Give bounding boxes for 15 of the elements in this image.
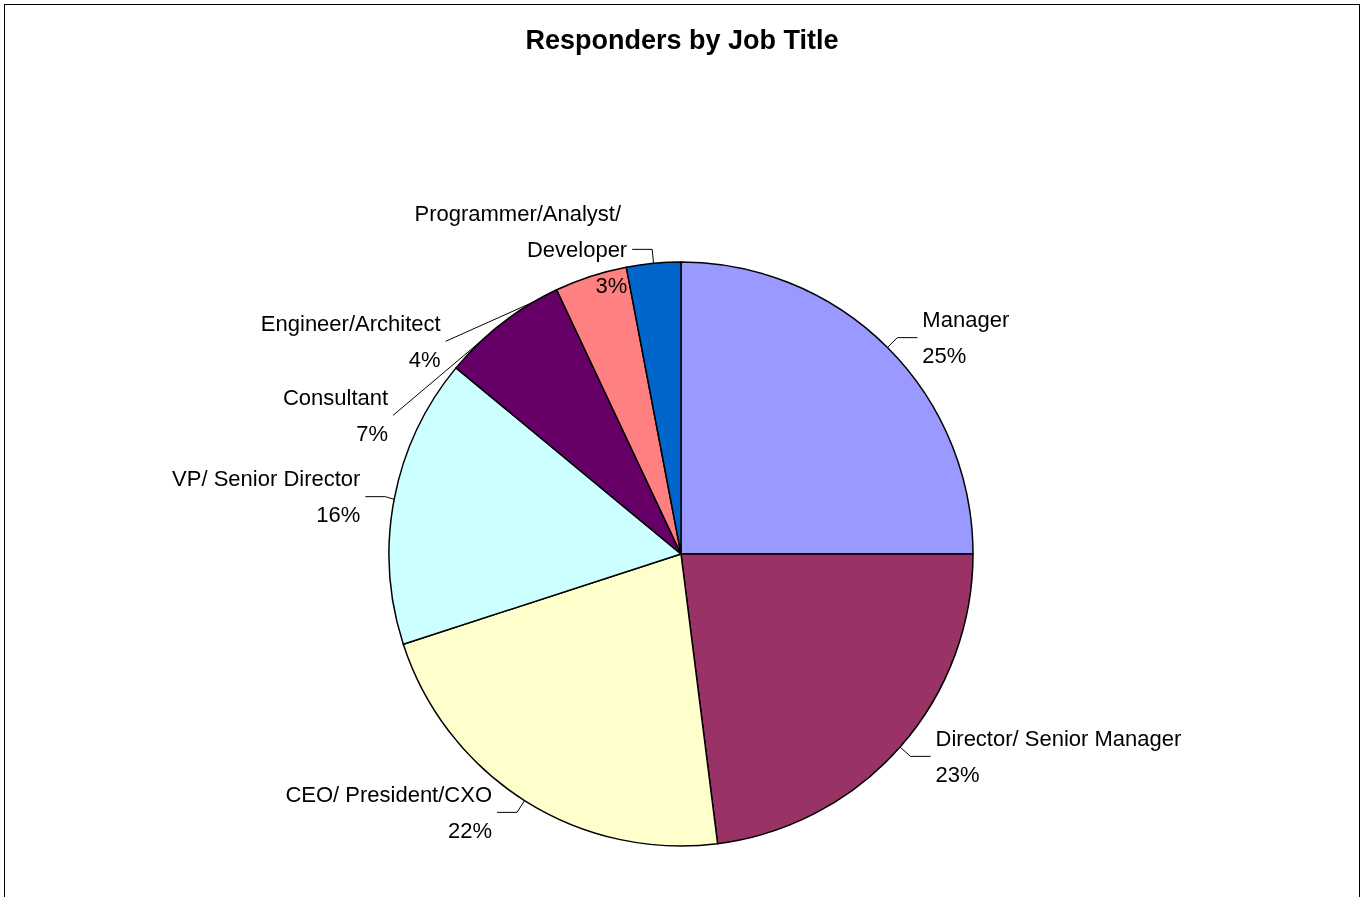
data-label: 23%: [935, 761, 980, 787]
data-label: 7%: [356, 420, 389, 446]
data-label: 22%: [447, 817, 493, 843]
data-label: 16%: [316, 502, 361, 528]
data-label: 25%: [922, 343, 967, 369]
data-label: 4%: [408, 346, 441, 372]
slice-label: Consultant: [282, 384, 389, 410]
slice-label: Director/ Senior Manager: [935, 725, 1182, 751]
data-label: 3%: [595, 272, 628, 298]
chart-title: Responders by Job Title: [525, 24, 839, 55]
slice-label: CEO/ President/CXO: [285, 781, 493, 807]
slice-label: Engineer/Architect: [260, 310, 441, 336]
slice-label: Programmer/Analyst/ Developer: [414, 200, 628, 262]
slice-label: Manager: [922, 307, 1010, 333]
slice-label: VP/ Senior Director: [172, 466, 361, 492]
